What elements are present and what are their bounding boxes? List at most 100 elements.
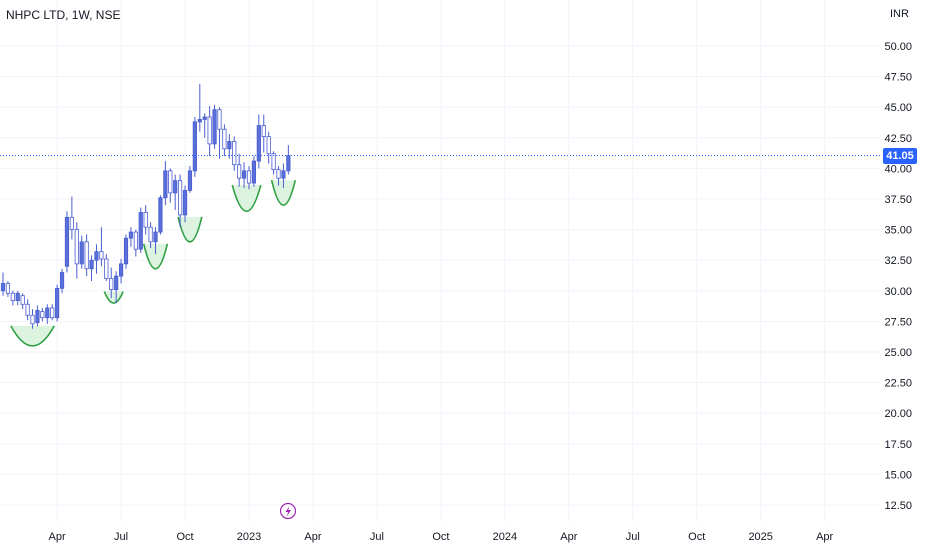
candle bbox=[5, 281, 11, 297]
flash-icon[interactable] bbox=[279, 502, 297, 520]
candle bbox=[50, 304, 55, 321]
x-tick-label: Jul bbox=[626, 531, 640, 543]
rounded-bottom-pattern[interactable] bbox=[270, 180, 297, 206]
candle-body bbox=[246, 170, 252, 184]
candle-body bbox=[173, 180, 178, 194]
candle bbox=[286, 145, 291, 175]
y-tick-label: 20.00 bbox=[884, 408, 912, 420]
candle-body bbox=[84, 241, 89, 270]
candle-body bbox=[99, 251, 104, 260]
candle-body bbox=[261, 125, 266, 137]
candle-body bbox=[163, 170, 168, 199]
candle bbox=[187, 165, 193, 193]
candle-body bbox=[138, 212, 143, 250]
candle-body bbox=[15, 292, 20, 301]
candle bbox=[182, 185, 188, 223]
candle bbox=[138, 207, 143, 253]
y-tick-label: 17.50 bbox=[884, 439, 912, 451]
candle-body bbox=[10, 292, 15, 301]
rounded-bottom-pattern[interactable] bbox=[103, 291, 124, 304]
last-price-badge: 41.05 bbox=[883, 147, 917, 164]
rounded-bottom-pattern[interactable] bbox=[231, 184, 262, 213]
candle-body bbox=[30, 314, 35, 325]
x-tick-label: Apr bbox=[49, 531, 66, 543]
rounded-bottom-pattern[interactable] bbox=[10, 325, 55, 347]
candle bbox=[202, 113, 207, 138]
candle-body bbox=[0, 283, 6, 292]
y-tick-label: 27.50 bbox=[884, 316, 912, 328]
candle bbox=[0, 272, 6, 296]
chart-title[interactable]: NHPC LTD, 1W, NSE bbox=[6, 8, 121, 22]
candle bbox=[281, 163, 286, 188]
x-tick-label: Apr bbox=[560, 531, 577, 543]
candle bbox=[222, 124, 227, 157]
x-tick-label: Jul bbox=[114, 531, 128, 543]
candle bbox=[227, 134, 232, 159]
candle-body bbox=[153, 231, 158, 243]
candle-body bbox=[192, 121, 197, 172]
candle-body bbox=[202, 116, 207, 120]
y-tick-label: 25.00 bbox=[884, 347, 912, 359]
candle-body bbox=[143, 212, 148, 228]
y-tick-label: 32.50 bbox=[884, 255, 912, 267]
candle bbox=[173, 174, 178, 211]
candle bbox=[251, 156, 257, 187]
candle bbox=[74, 222, 79, 279]
candle-body bbox=[207, 116, 212, 145]
y-tick-label: 47.50 bbox=[884, 72, 912, 84]
candle-body bbox=[158, 197, 163, 233]
y-tick-label: 50.00 bbox=[884, 41, 912, 53]
candle bbox=[59, 268, 65, 294]
candle-body bbox=[286, 155, 291, 172]
candle bbox=[232, 136, 237, 171]
candle-body bbox=[74, 229, 79, 265]
candle-body bbox=[94, 251, 99, 261]
rounded-bottom-pattern[interactable] bbox=[142, 243, 169, 270]
y-tick-label: 35.00 bbox=[884, 225, 912, 237]
candle bbox=[261, 114, 266, 153]
candle-body bbox=[40, 311, 45, 319]
y-tick-label: 30.00 bbox=[884, 286, 912, 298]
candle bbox=[40, 307, 45, 322]
candle-body bbox=[104, 258, 109, 279]
candle bbox=[99, 227, 104, 267]
candle bbox=[168, 168, 173, 203]
candle-body bbox=[109, 278, 114, 290]
candle-body bbox=[20, 295, 25, 305]
candle-body bbox=[251, 160, 257, 184]
y-tick-label: 15.00 bbox=[884, 469, 912, 481]
y-tick-label: 40.00 bbox=[884, 163, 912, 175]
candle bbox=[89, 255, 94, 282]
candle bbox=[217, 107, 222, 159]
candle-body bbox=[50, 307, 55, 319]
candle bbox=[212, 104, 217, 149]
candle-body bbox=[114, 275, 119, 290]
candle bbox=[256, 114, 261, 169]
candle bbox=[143, 205, 148, 235]
candle-body bbox=[69, 216, 74, 231]
candle bbox=[163, 161, 168, 206]
candle-body bbox=[168, 170, 173, 194]
y-tick-label: 22.50 bbox=[884, 378, 912, 390]
candle bbox=[35, 305, 40, 327]
candle bbox=[104, 254, 109, 282]
candle-body bbox=[89, 259, 94, 270]
candle-body bbox=[133, 231, 138, 250]
candle-body bbox=[217, 109, 222, 130]
candle bbox=[118, 258, 124, 284]
x-tick-label: Oct bbox=[176, 531, 193, 543]
candle bbox=[237, 153, 242, 187]
candle bbox=[20, 293, 25, 310]
candle-body bbox=[187, 170, 193, 191]
x-tick-label: Oct bbox=[432, 531, 449, 543]
candle-body bbox=[241, 170, 247, 179]
candle-body bbox=[232, 141, 237, 166]
candle-body bbox=[237, 164, 242, 179]
candle bbox=[271, 151, 276, 175]
candle-body bbox=[182, 190, 188, 216]
candle bbox=[79, 235, 84, 269]
x-tick-label: 2023 bbox=[237, 531, 261, 543]
candle-body bbox=[197, 119, 202, 123]
candle bbox=[10, 290, 15, 306]
